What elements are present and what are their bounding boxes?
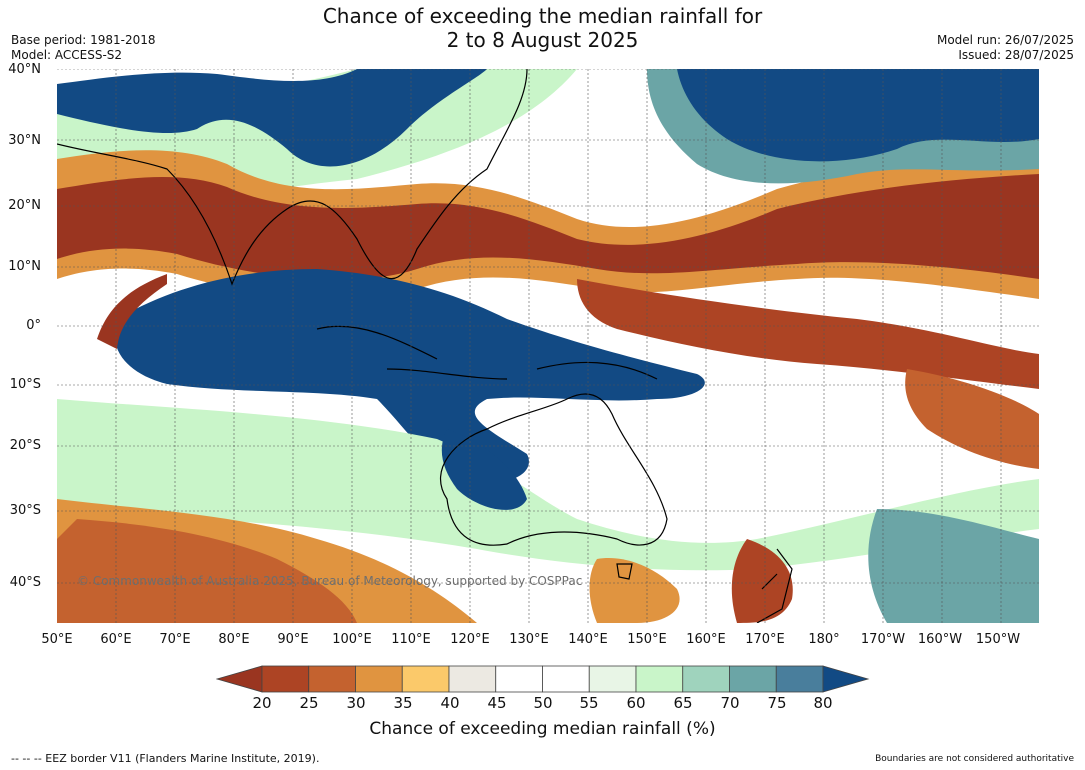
lat-label-30s: 30°S bbox=[9, 503, 41, 518]
colorbar-arrow-high bbox=[822, 665, 870, 693]
field-rust-se bbox=[905, 369, 1039, 469]
cb-tick-70: 70 bbox=[720, 694, 740, 712]
cb-tick-80: 80 bbox=[813, 694, 833, 712]
colorbar-swatch bbox=[635, 665, 684, 693]
tasmania-coastline bbox=[616, 563, 633, 580]
colorbar-swatch bbox=[401, 665, 450, 693]
colorbar-swatch bbox=[261, 665, 310, 693]
copyright-notice: © Commonwealth of Australia 2025, Bureau… bbox=[77, 574, 583, 588]
cb-tick-25: 25 bbox=[299, 694, 319, 712]
eez-note: -- -- -- EEZ border V11 (Flanders Marine… bbox=[11, 752, 320, 765]
field-blue-north bbox=[57, 69, 487, 167]
issued-date: Issued: 28/07/2025 bbox=[958, 48, 1074, 62]
colorbar bbox=[216, 665, 870, 693]
meta-right: Model run: 26/07/2025 Issued: 28/07/2025 bbox=[937, 33, 1074, 63]
lat-label-20n: 20°N bbox=[8, 198, 41, 213]
field-brown-arabian bbox=[97, 274, 167, 349]
lon-label-170w: 170°W bbox=[860, 632, 906, 647]
lon-label-150w: 150°W bbox=[975, 632, 1021, 647]
lat-label-equator: 0° bbox=[26, 318, 41, 333]
boundaries-note: Boundaries are not considered authoritat… bbox=[875, 754, 1074, 764]
map-area[interactable] bbox=[57, 69, 1039, 623]
probability-fields bbox=[57, 69, 1039, 623]
lat-label-40s: 40°S bbox=[9, 575, 41, 590]
colorbar-swatches bbox=[216, 665, 870, 693]
asia-coastline bbox=[57, 69, 528, 286]
colorbar-swatch bbox=[355, 665, 403, 693]
field-blue-ne bbox=[677, 69, 1039, 162]
model-name: Model: ACCESS-S2 bbox=[11, 48, 123, 62]
title-line-1: Chance of exceeding the median rainfall … bbox=[322, 4, 763, 28]
indonesia-coastline bbox=[316, 325, 658, 380]
model-run: Model run: 26/07/2025 bbox=[936, 33, 1074, 47]
colorbar-label: Chance of exceeding median rainfall (%) bbox=[369, 719, 716, 739]
lon-label-60e: 60°E bbox=[100, 632, 132, 647]
map-title: Chance of exceeding the median rainfall … bbox=[0, 4, 1085, 52]
field-rust-south bbox=[57, 519, 357, 623]
lon-label-160w: 160°W bbox=[917, 632, 963, 647]
cb-tick-50: 50 bbox=[533, 694, 553, 712]
colorbar-swatch bbox=[495, 665, 543, 693]
lat-label-20s: 20°S bbox=[9, 438, 41, 453]
lon-label-150e: 150°E bbox=[627, 632, 667, 647]
cb-tick-30: 30 bbox=[346, 694, 366, 712]
colorbar-swatch bbox=[308, 665, 356, 693]
cb-tick-35: 35 bbox=[393, 694, 413, 712]
field-blue-maritime bbox=[114, 269, 705, 483]
colorbar-arrow-low bbox=[216, 665, 263, 693]
cb-tick-60: 60 bbox=[626, 694, 646, 712]
meta-left: Base period: 1981-2018 Model: ACCESS-S2 bbox=[11, 33, 156, 63]
lon-label-180: 180° bbox=[808, 632, 840, 647]
colorbar-swatch bbox=[448, 665, 497, 693]
base-period: Base period: 1981-2018 bbox=[11, 33, 156, 47]
lon-label-100e: 100°E bbox=[332, 632, 372, 647]
cb-tick-40: 40 bbox=[440, 694, 460, 712]
field-orange-tasmania bbox=[589, 558, 680, 623]
lon-label-170e: 170°E bbox=[745, 632, 785, 647]
field-brown-east bbox=[577, 279, 1039, 389]
lon-label-120e: 120°E bbox=[450, 632, 490, 647]
field-green-south bbox=[57, 399, 1039, 571]
colorbar-swatch bbox=[729, 665, 777, 693]
colorbar-swatch bbox=[775, 665, 824, 693]
lon-label-160e: 160°E bbox=[686, 632, 726, 647]
colorbar-swatch bbox=[682, 665, 730, 693]
coastlines bbox=[57, 69, 793, 623]
cb-tick-55: 55 bbox=[579, 694, 599, 712]
cb-tick-65: 65 bbox=[673, 694, 693, 712]
cb-tick-20: 20 bbox=[252, 694, 272, 712]
new-zealand-coastline bbox=[756, 548, 793, 623]
lat-label-30n: 30°N bbox=[8, 133, 41, 148]
field-teal-se bbox=[868, 509, 1039, 623]
field-brown-new-zealand bbox=[731, 539, 793, 623]
colorbar-swatch bbox=[588, 665, 637, 693]
lat-label-10s: 10°S bbox=[9, 377, 41, 392]
field-blue-australia-west bbox=[441, 429, 527, 510]
lon-label-110e: 110°E bbox=[391, 632, 431, 647]
title-line-2: 2 to 8 August 2025 bbox=[446, 28, 639, 52]
lat-label-10n: 10°N bbox=[8, 259, 41, 274]
cb-tick-75: 75 bbox=[767, 694, 787, 712]
lon-label-140e: 140°E bbox=[568, 632, 608, 647]
australia-coastline bbox=[440, 393, 668, 546]
colorbar-swatch bbox=[542, 665, 590, 693]
lon-label-90e: 90°E bbox=[277, 632, 309, 647]
lat-label-40n: 40°N bbox=[8, 62, 41, 77]
lon-label-80e: 80°E bbox=[218, 632, 250, 647]
lon-label-70e: 70°E bbox=[159, 632, 191, 647]
cb-tick-45: 45 bbox=[487, 694, 507, 712]
lon-label-50e: 50°E bbox=[41, 632, 73, 647]
field-brown-north bbox=[57, 174, 1039, 280]
rainfall-map bbox=[57, 69, 1039, 623]
graticule bbox=[57, 69, 1039, 623]
lon-label-130e: 130°E bbox=[509, 632, 549, 647]
